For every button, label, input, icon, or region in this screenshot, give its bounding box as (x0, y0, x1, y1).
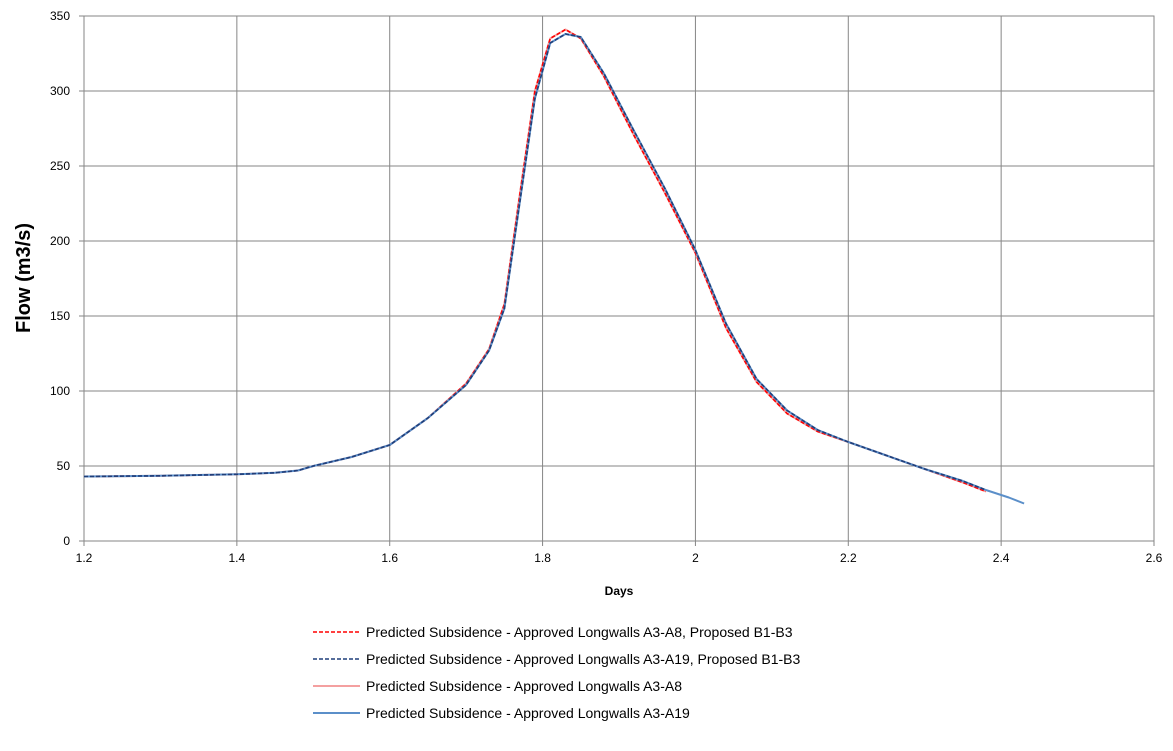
plot-area-border (83, 15, 1155, 542)
legend-label-4: Predicted Subsidence - Approved Longwall… (366, 705, 690, 721)
series-line-1 (83, 28, 987, 493)
y-tick-label: 150 (50, 309, 70, 323)
y-tick-label: 350 (50, 9, 70, 23)
series-line-2 (83, 33, 987, 491)
x-tick-label: 2.6 (1146, 551, 1163, 565)
x-axis-label: Days (605, 584, 634, 598)
x-tick-label: 2.4 (993, 551, 1010, 565)
series-line-4 (83, 33, 1025, 505)
y-tick-label: 250 (50, 159, 70, 173)
legend-label-3: Predicted Subsidence - Approved Longwall… (366, 678, 682, 694)
x-tick-label: 1.8 (534, 551, 551, 565)
y-tick-labels: 0 50 100 150 200 250 300 350 (50, 9, 70, 548)
x-tick-labels: 1.2 1.4 1.6 1.8 2 2.2 2.4 2.6 (76, 551, 1163, 565)
x-tick-label: 2.2 (840, 551, 857, 565)
legend-label-2: Predicted Subsidence - Approved Longwall… (366, 651, 800, 667)
x-tick-label: 1.6 (381, 551, 398, 565)
series-lines (83, 28, 1025, 505)
y-tick-label: 50 (57, 459, 71, 473)
y-tick-label: 100 (50, 384, 70, 398)
y-axis-label: Flow (m3/s) (13, 223, 35, 333)
x-tick-label: 1.4 (229, 551, 246, 565)
y-tick-label: 300 (50, 84, 70, 98)
legend-label-1: Predicted Subsidence - Approved Longwall… (366, 624, 793, 640)
x-tick-label: 2 (692, 551, 699, 565)
x-tick-label: 1.2 (76, 551, 93, 565)
y-tick-label: 200 (50, 234, 70, 248)
legend: Predicted Subsidence - Approved Longwall… (313, 624, 800, 721)
y-tick-label: 0 (63, 534, 70, 548)
